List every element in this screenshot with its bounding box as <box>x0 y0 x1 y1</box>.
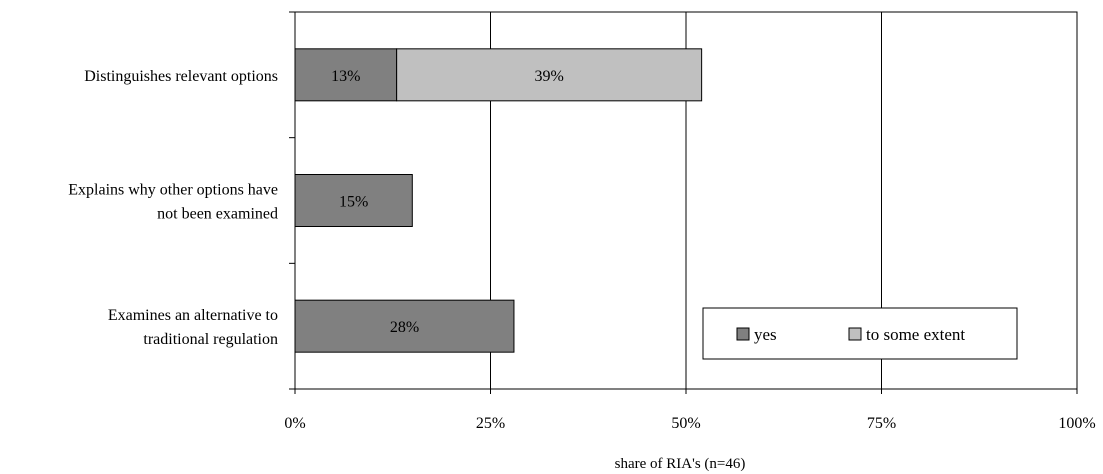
x-tick-label: 0% <box>284 415 305 432</box>
category-label-line: not been examined <box>157 206 278 223</box>
category-label-line: Examines an alternative to <box>108 307 278 324</box>
legend-swatch <box>736 327 750 341</box>
x-tick-label: 75% <box>867 415 896 432</box>
legend-label: yes <box>754 325 777 344</box>
bar-segment <box>294 174 413 227</box>
bar-value-label: 15% <box>339 194 368 211</box>
x-tick-labels: 0% 25% 50% 75% 100% <box>284 415 1095 432</box>
category-label: Explains why other options have not been … <box>68 182 278 223</box>
legend: yes to some extent <box>702 307 1018 360</box>
bars: 13% 39% 15% 28% <box>294 48 703 353</box>
bar-value-label: 39% <box>534 68 563 85</box>
legend-swatch <box>848 327 862 341</box>
category-label: Distinguishes relevant options <box>84 68 278 85</box>
x-tick-label: 25% <box>476 415 505 432</box>
bar-value-label: 28% <box>390 319 419 336</box>
category-label-line: Distinguishes relevant options <box>84 68 278 85</box>
x-tick-label: 50% <box>671 415 700 432</box>
category-label: Examines an alternative to traditional re… <box>108 307 278 348</box>
category-labels: Distinguishes relevant options Explains w… <box>68 68 278 348</box>
x-axis-title: share of RIA's (n=46) <box>615 456 746 472</box>
x-tick-label: 100% <box>1058 415 1095 432</box>
category-label-line: traditional regulation <box>143 331 278 348</box>
legend-label: to some extent <box>866 325 965 344</box>
bar-segment <box>396 48 703 102</box>
category-label-line: Explains why other options have <box>68 182 278 199</box>
bar-value-label: 13% <box>331 68 360 85</box>
bar-segment <box>294 48 398 102</box>
bar-segment <box>294 299 515 353</box>
